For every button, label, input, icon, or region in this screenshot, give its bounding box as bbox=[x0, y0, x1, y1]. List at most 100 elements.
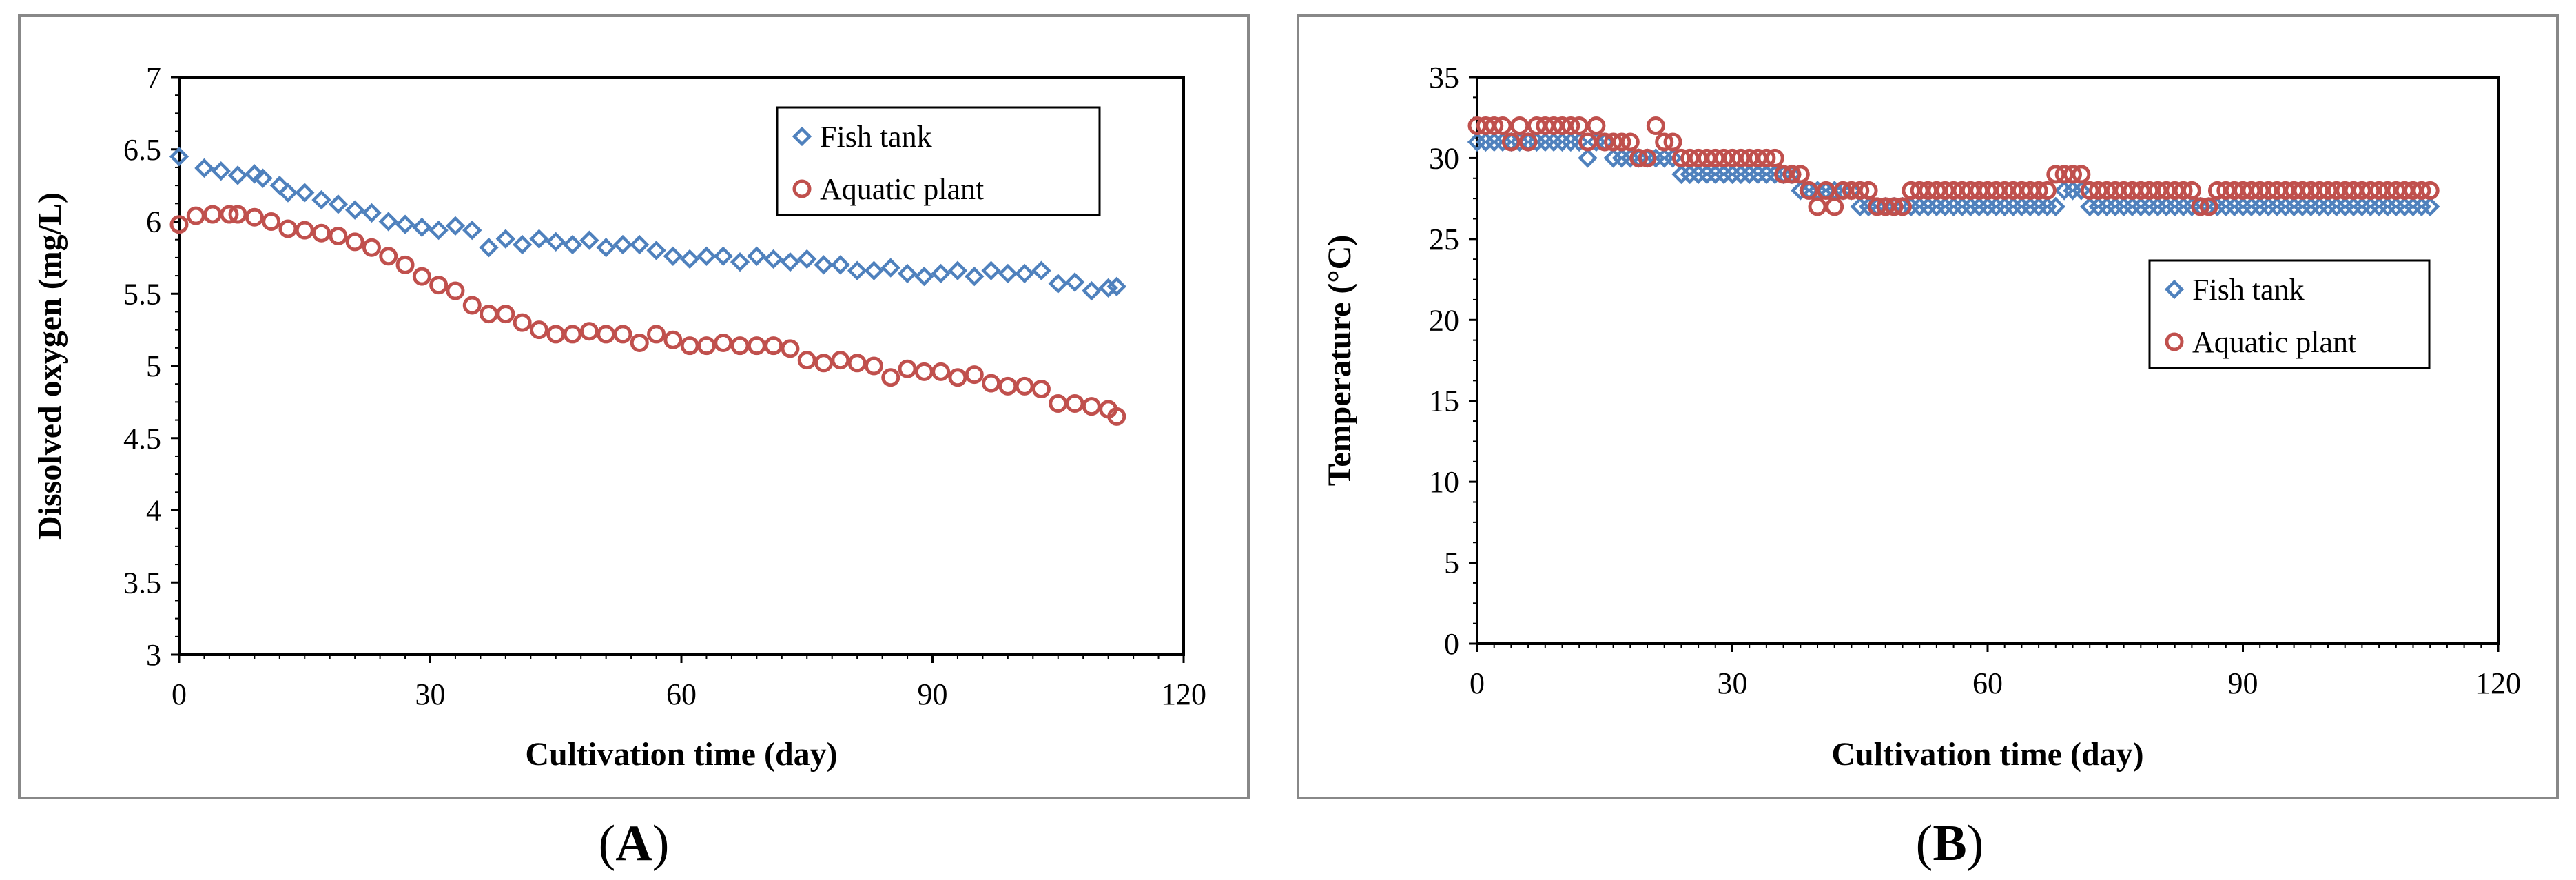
data-point bbox=[1740, 148, 1759, 167]
data-point bbox=[1510, 116, 1529, 135]
data-point bbox=[881, 368, 900, 387]
data-point bbox=[2156, 181, 2176, 200]
legend-label: Fish tank bbox=[820, 120, 932, 154]
data-point bbox=[1595, 132, 1614, 152]
data-point bbox=[186, 206, 205, 225]
data-point bbox=[680, 336, 699, 356]
data-point bbox=[1655, 132, 1674, 152]
data-point bbox=[395, 214, 415, 234]
data-point bbox=[295, 183, 315, 203]
legend-marker bbox=[792, 126, 812, 147]
data-point bbox=[1663, 132, 1682, 152]
data-point bbox=[630, 333, 649, 352]
data-point bbox=[220, 205, 239, 224]
x-axis-title: Cultivation time (day) bbox=[525, 736, 837, 772]
data-point bbox=[1629, 148, 1649, 167]
data-point bbox=[679, 249, 700, 269]
data-point bbox=[1031, 380, 1051, 399]
data-point bbox=[1706, 148, 1725, 167]
legend-label: Aquatic plant bbox=[820, 172, 984, 206]
data-point bbox=[2318, 181, 2338, 200]
data-point bbox=[797, 249, 817, 269]
data-point bbox=[1816, 181, 1835, 200]
data-point bbox=[1082, 280, 1102, 301]
data-point bbox=[1952, 181, 1972, 200]
data-point bbox=[328, 194, 349, 214]
data-point bbox=[579, 230, 599, 250]
data-point bbox=[2114, 181, 2134, 200]
data-point bbox=[647, 325, 666, 344]
data-point bbox=[1723, 148, 1742, 167]
data-point bbox=[362, 203, 382, 223]
data-point bbox=[379, 247, 398, 266]
data-point bbox=[2412, 181, 2431, 200]
data-point bbox=[1884, 197, 1904, 216]
y-tick-label: 30 bbox=[1429, 141, 1459, 175]
data-point bbox=[646, 241, 666, 260]
data-point bbox=[2012, 181, 2031, 200]
data-point bbox=[2072, 165, 2091, 184]
data-point bbox=[1493, 116, 1512, 135]
data-point bbox=[982, 374, 1001, 393]
x-tick-label: 90 bbox=[2228, 666, 2258, 700]
data-point bbox=[1927, 181, 1946, 200]
data-point bbox=[1791, 165, 1810, 184]
data-point bbox=[2140, 181, 2159, 200]
data-point bbox=[2037, 181, 2057, 200]
data-point bbox=[1518, 132, 1538, 152]
data-point bbox=[546, 325, 566, 344]
data-point bbox=[1620, 132, 1640, 152]
y-tick-label: 0 bbox=[1444, 627, 1459, 661]
data-point bbox=[1048, 274, 1068, 294]
data-point bbox=[2021, 181, 2040, 200]
x-axis-title: Cultivation time (day) bbox=[1831, 736, 2143, 772]
data-point bbox=[948, 368, 967, 387]
data-point bbox=[278, 183, 298, 203]
data-point bbox=[814, 354, 834, 373]
data-point bbox=[1833, 181, 1853, 200]
data-point bbox=[630, 234, 650, 255]
data-point bbox=[713, 246, 733, 266]
data-point bbox=[512, 234, 533, 255]
y-axis-title: Temperature (°C) bbox=[1321, 235, 1358, 486]
data-point bbox=[897, 263, 918, 284]
y-tick-label: 4.5 bbox=[123, 422, 161, 456]
data-point bbox=[2225, 181, 2244, 200]
data-point bbox=[2182, 181, 2201, 200]
data-point bbox=[914, 266, 934, 287]
x-tick-label: 0 bbox=[1470, 666, 1485, 700]
y-tick-label: 25 bbox=[1429, 223, 1459, 256]
data-point bbox=[345, 232, 364, 252]
series-aquatic-plant bbox=[1467, 116, 2440, 216]
data-point bbox=[2420, 196, 2440, 217]
data-point bbox=[730, 252, 750, 272]
y-tick-label: 15 bbox=[1429, 385, 1459, 418]
data-point bbox=[2207, 181, 2227, 200]
data-point bbox=[1749, 148, 1768, 167]
data-point bbox=[562, 234, 583, 255]
data-point bbox=[1587, 116, 1606, 135]
data-point bbox=[1782, 165, 1802, 184]
data-point bbox=[513, 313, 532, 332]
data-point bbox=[1731, 148, 1751, 167]
data-point bbox=[245, 164, 265, 184]
x-tick-label: 0 bbox=[172, 677, 187, 711]
data-point bbox=[2395, 181, 2414, 200]
data-point bbox=[1867, 197, 1886, 216]
data-point bbox=[362, 238, 381, 257]
data-point bbox=[329, 226, 348, 245]
panel-b: 0 5 10 15 20 25 30 35 0 30 60 90 120 Cultivation time… bbox=[1297, 14, 2559, 872]
data-point bbox=[1825, 197, 1844, 216]
data-point bbox=[2097, 181, 2116, 200]
data-point bbox=[446, 281, 465, 300]
data-point bbox=[2285, 181, 2304, 200]
data-point bbox=[1578, 132, 1598, 152]
data-point bbox=[663, 330, 683, 349]
data-point bbox=[1689, 148, 1708, 167]
data-point bbox=[1919, 181, 1938, 200]
data-point bbox=[395, 255, 415, 274]
data-point bbox=[2242, 181, 2261, 200]
data-point bbox=[1638, 148, 1657, 167]
panel-a-caption: (A) bbox=[599, 815, 670, 872]
